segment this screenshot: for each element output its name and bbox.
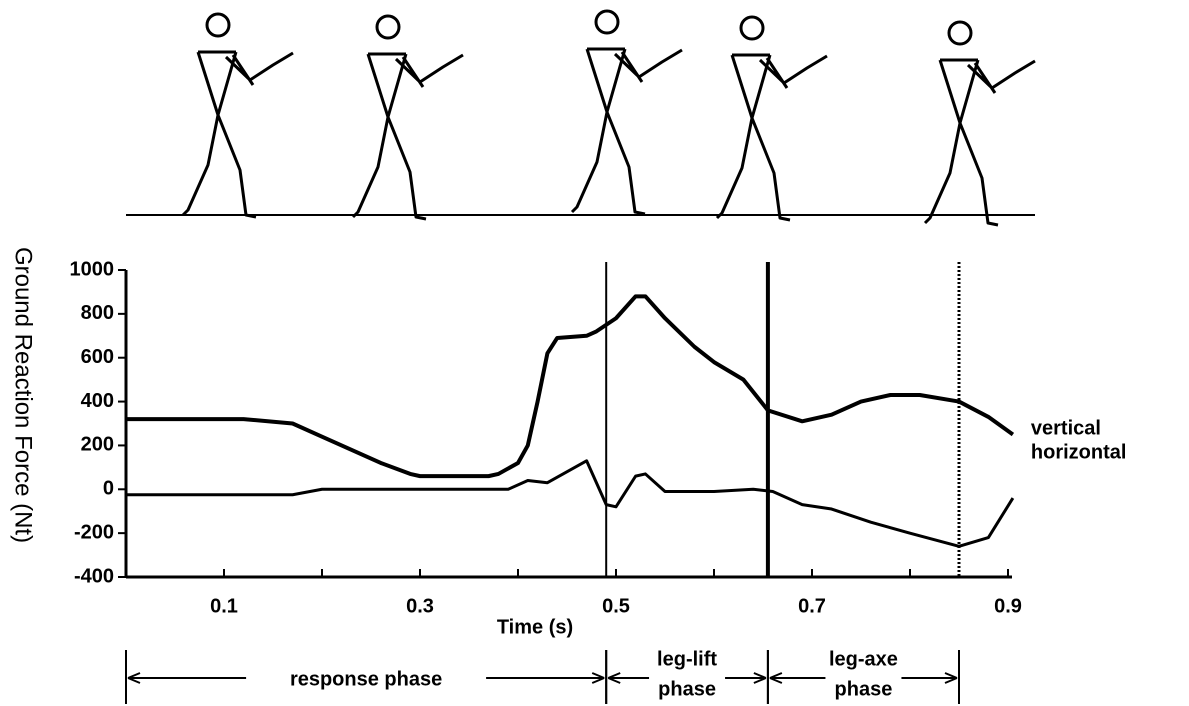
stick-figure xyxy=(353,16,463,219)
series-label: vertical xyxy=(1031,418,1101,440)
y-tick-label: 200 xyxy=(81,434,114,456)
phase-label: leg-axe xyxy=(829,648,898,670)
x-tick-label: 0.7 xyxy=(798,595,826,617)
phase-label: leg-lift xyxy=(657,648,717,670)
y-axis-label: Ground Reaction Force (Nt) xyxy=(10,247,37,543)
series-line xyxy=(126,461,1013,547)
x-tick-label: 0.1 xyxy=(210,595,238,617)
chart: Ground Reaction Force (Nt) Time (s) 1000… xyxy=(0,0,1189,706)
phase-label: phase xyxy=(835,678,893,700)
x-tick-label: 0.9 xyxy=(994,595,1022,617)
y-tick-label: -400 xyxy=(74,565,114,587)
y-tick-label: -200 xyxy=(74,521,114,543)
y-tick-label: 400 xyxy=(81,390,114,412)
phase-label: phase xyxy=(658,678,716,700)
stick-figure xyxy=(925,22,1035,225)
y-tick-label: 1000 xyxy=(70,258,115,280)
stick-figure xyxy=(717,17,827,220)
x-tick-label: 0.5 xyxy=(602,595,630,617)
series-label: horizontal xyxy=(1031,441,1127,463)
phase-label: response phase xyxy=(290,668,442,690)
x-axis-label: Time (s) xyxy=(497,616,573,638)
stick-figure xyxy=(572,11,682,214)
series-line xyxy=(126,296,1013,476)
stick-figure xyxy=(183,14,293,217)
stick-figures xyxy=(126,11,1035,225)
x-tick-label: 0.3 xyxy=(406,595,434,617)
y-tick-label: 800 xyxy=(81,302,114,324)
y-tick-label: 0 xyxy=(103,478,114,500)
y-tick-label: 600 xyxy=(81,346,114,368)
